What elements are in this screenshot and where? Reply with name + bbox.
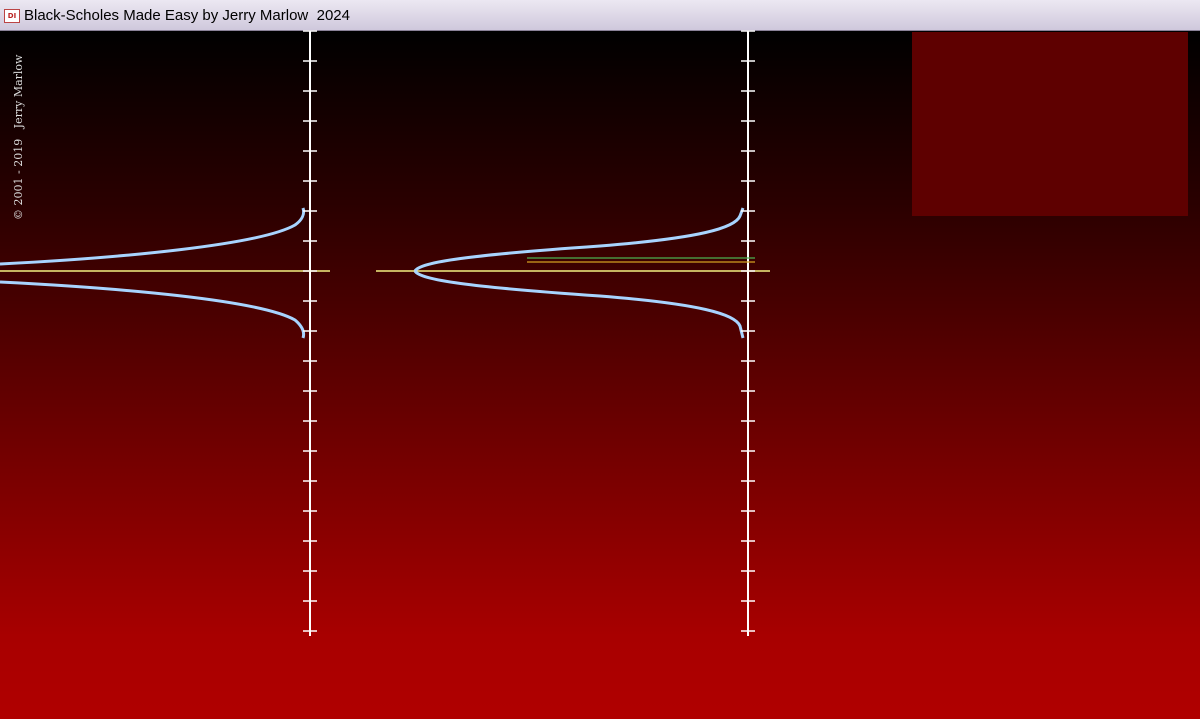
range-panel	[912, 32, 1188, 216]
window-title: Black-Scholes Made Easy by Jerry Marlow …	[24, 7, 350, 24]
left-curve-lower	[0, 280, 306, 339]
left-curve-upper	[0, 207, 306, 266]
title-bar: DI Black-Scholes Made Easy by Jerry Marl…	[0, 0, 1200, 31]
copyright: © 2001 - 2019 Jerry Marlow	[12, 54, 25, 220]
forecast-curve-lower	[413, 270, 745, 339]
forecast-curve-upper	[413, 207, 745, 272]
app-icon: DI	[4, 9, 20, 23]
